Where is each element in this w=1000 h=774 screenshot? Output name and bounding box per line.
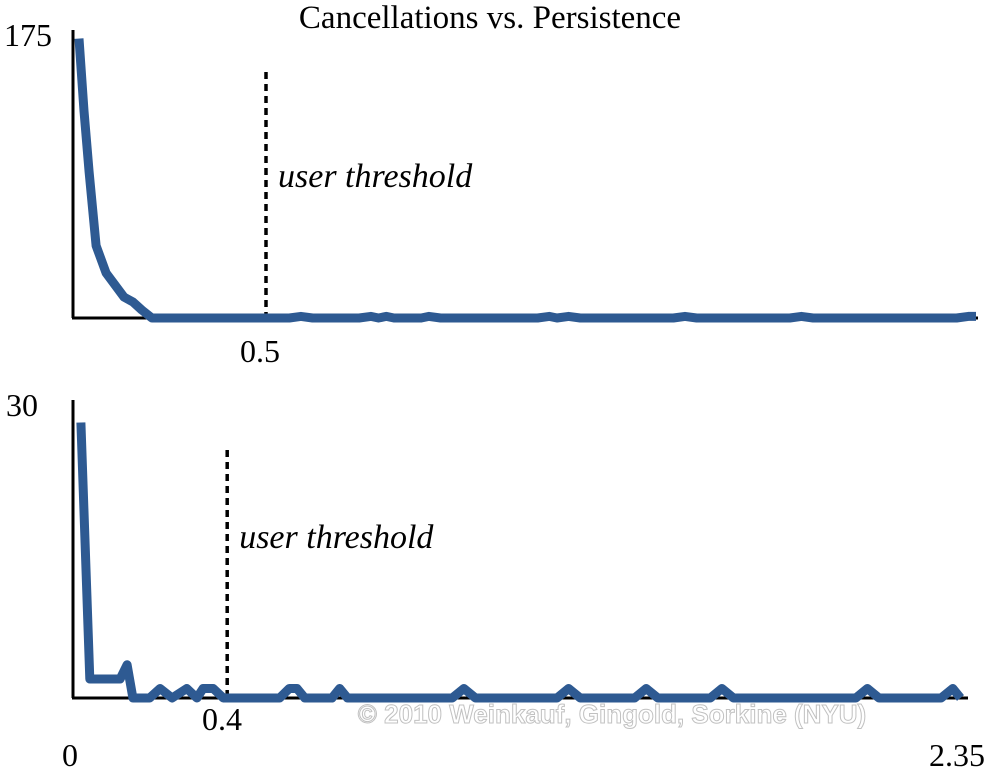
bottom-panel: 30 0 0.4 2.35 user threshold — [6, 387, 985, 773]
copyright-watermark: © 2010 Weinkauf, Gingold, Sorkine (NYU) — [358, 699, 866, 729]
top-panel: 175 0.5 user threshold — [4, 17, 978, 369]
bottom-x-tick-label-0.4: 0.4 — [202, 701, 242, 737]
bottom-x-tick-label-0: 0 — [62, 737, 78, 773]
chart-title: Cancellations vs. Persistence — [299, 0, 681, 36]
bottom-threshold-label: user threshold — [239, 519, 434, 556]
bottom-x-tick-label-2.35: 2.35 — [929, 737, 985, 773]
bottom-series-line — [76, 422, 964, 703]
bottom-y-tick-label: 30 — [6, 387, 38, 423]
top-y-tick-label: 175 — [4, 17, 52, 53]
top-series-line — [74, 38, 976, 323]
top-threshold-label: user threshold — [278, 158, 473, 195]
top-x-tick-label: 0.5 — [240, 333, 280, 369]
